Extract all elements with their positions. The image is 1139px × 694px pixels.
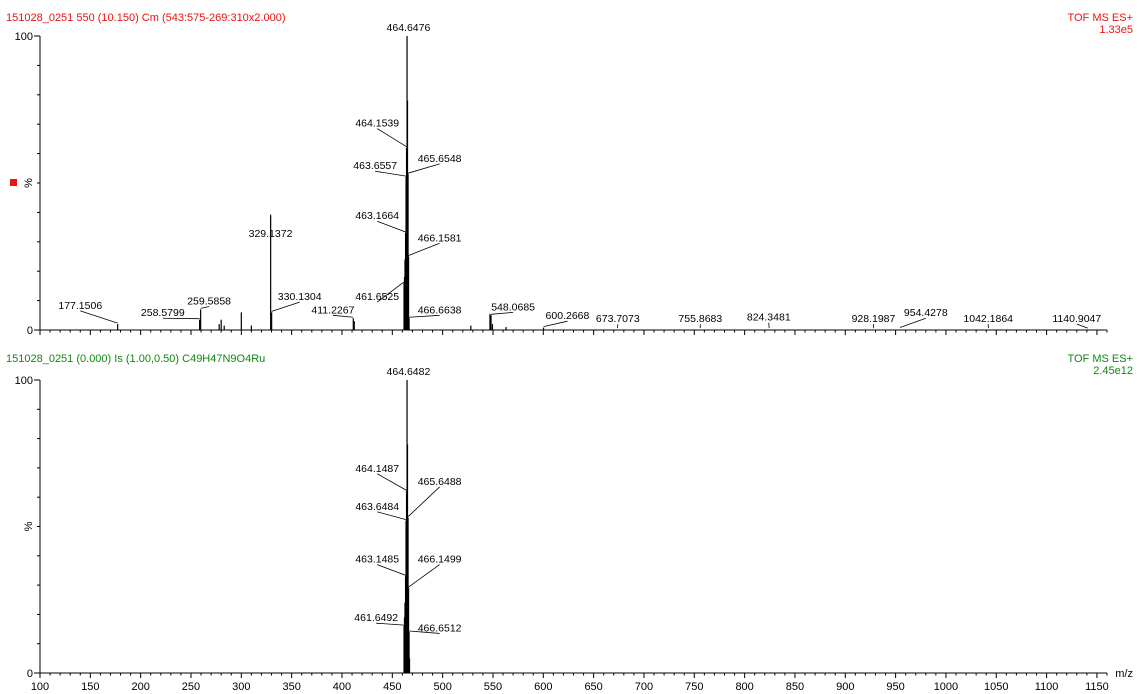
red-square-marker [10,179,17,186]
x-tick-label: 1100 [1035,681,1059,693]
peak-label: 673.7073 [596,313,640,325]
peak-label: 1042.1864 [963,313,1013,325]
peak-label-leader [407,163,440,174]
peak-label: 464.6482 [387,366,431,378]
peak-label-leader [899,317,926,328]
peak-label: 463.1664 [355,210,399,222]
peak-label: 465.6488 [418,476,462,488]
peak-label: 464.1539 [355,118,399,130]
peak-label: 464.1487 [355,463,399,475]
peak-label: 465.6548 [418,153,462,165]
peak-label: 466.1581 [418,232,462,244]
y-tick-label: 100 [15,31,33,43]
x-tick-label: 150 [81,681,99,693]
x-tick-label: 400 [333,681,351,693]
x-tick-label: 450 [383,681,401,693]
peak-label: 461.6525 [355,291,399,303]
peak-label-leader [1076,323,1088,329]
peak-label: 928.1987 [852,313,896,325]
peak-label: 259.5858 [187,295,231,307]
peak-label: 463.1485 [355,554,399,566]
peak-label-leader [408,242,440,256]
peak-label-leader [200,306,210,309]
spectrum-1-intensity: 1.33e5 [1099,24,1133,36]
peak-label-leader [377,564,406,576]
peak-label-leader [80,310,118,324]
x-tick-label: 900 [836,681,854,693]
peak-label: 258.5799 [141,307,185,319]
peak-label: 461.6492 [354,612,398,624]
peak-label-leader [377,511,407,521]
peak-label-leader [407,486,440,518]
peak-label-leader [271,301,300,312]
peak-label-leader [409,630,440,634]
y-tick-label: 0 [27,325,33,337]
peak-label: 466.6512 [418,622,462,634]
x-tick-label: 100 [31,681,49,693]
x-tick-label: 950 [886,681,904,693]
spectrum-2-header: 151028_0251 (0.000) Is (1.00,0.50) C49H4… [6,353,266,365]
spectrum-1-mode: TOF MS ES+ [1067,12,1133,24]
x-tick-label: 250 [182,681,200,693]
peak-label-leader [376,622,405,626]
y-tick-label: 0 [27,668,33,680]
x-axis-label: m/z [1115,668,1133,680]
peak-label: 755.8683 [678,313,722,325]
peak-label-leader [543,320,568,328]
peak-label: 177.1506 [58,300,102,312]
y-axis-label: % [23,178,35,188]
x-tick-label: 1150 [1085,681,1109,693]
peak-label-leader [409,314,440,318]
peak-label: 466.1499 [418,554,462,566]
peak-label: 464.6476 [387,22,431,34]
peak-label: 411.2267 [311,304,354,316]
x-tick-label: 550 [484,681,502,693]
x-tick-label: 650 [584,681,602,693]
y-axis-label: % [23,521,35,531]
peak-label: 824.3481 [747,312,791,324]
peak-label: 466.6638 [418,304,462,316]
spectrum-panel-model: 1000%100 150 200 250 300 350 400 450 500 550 600 65… [15,366,1133,693]
x-tick-label: 700 [635,681,653,693]
y-tick-label: 100 [15,375,33,387]
x-tick-label: 750 [685,681,703,693]
peak-label-leader [490,311,514,315]
spectrum-2-intensity: 2.45e12 [1093,365,1133,377]
peak-label-leader [377,220,406,233]
peak-label: 463.6557 [353,160,397,172]
peak-label-leader [377,128,407,148]
x-tick-label: 300 [232,681,250,693]
x-tick-label: 1000 [934,681,958,693]
peak-label-leader [408,564,440,588]
spectrum-2-mode: TOF MS ES+ [1067,353,1133,365]
x-tick-label: 850 [786,681,804,693]
x-tick-label: 1050 [984,681,1008,693]
peak-label-leader [375,170,407,177]
peak-label: 329.1372 [249,228,293,240]
peak-label: 330.1304 [278,291,322,303]
peak-label-leader [332,314,354,318]
peak-label: 954.4278 [904,307,948,319]
peak-label: 548.0685 [491,301,535,313]
peak-label-leader [377,473,407,491]
peak-label: 1140.9047 [1052,313,1101,325]
peak-label: 463.6484 [355,501,399,513]
x-tick-label: 500 [433,681,451,693]
x-tick-label: 800 [735,681,753,693]
peak-label-leader [376,281,405,303]
x-tick-label: 200 [131,681,149,693]
peak-label: 600.2668 [546,310,590,322]
spectrum-1-header: 151028_0251 550 (10.150) Cm (543:575-269… [6,12,286,24]
x-tick-label: 350 [282,681,300,693]
x-tick-label: 600 [534,681,552,693]
